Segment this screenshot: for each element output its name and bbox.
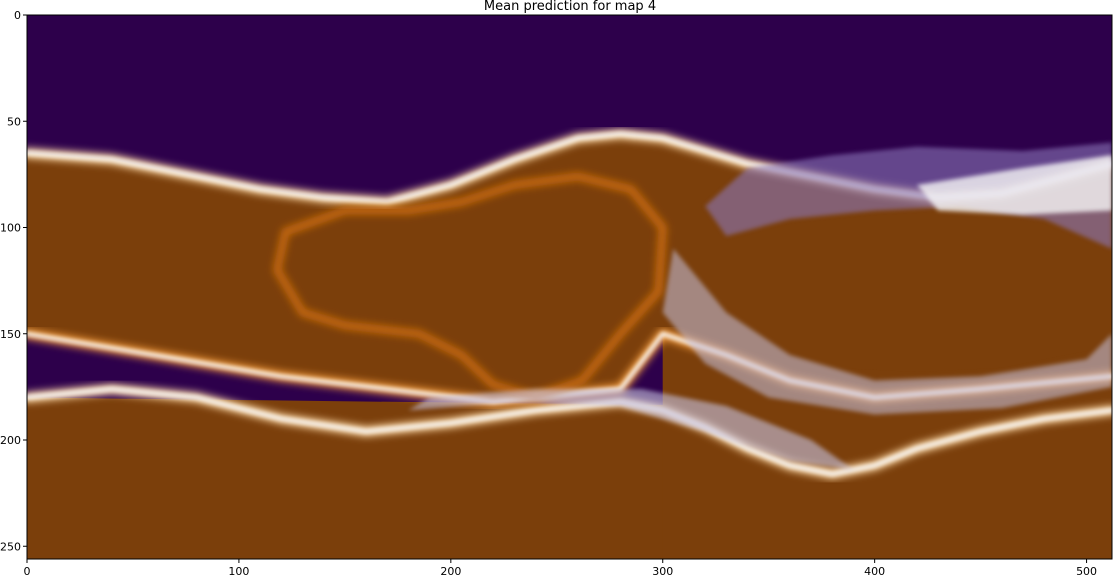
right-lavender-overlay (705, 142, 1112, 249)
right-white-overlay (917, 155, 1112, 215)
y-tick-label: 50 (7, 115, 21, 128)
y-tick-label: 100 (0, 222, 21, 235)
plot-area (27, 15, 1112, 559)
x-axis: 0 100 200 300 400 500 (24, 559, 1097, 576)
x-tick-label: 100 (228, 565, 249, 576)
right-band-overlay (662, 248, 1112, 415)
y-tick-label: 250 (0, 540, 21, 553)
x-tick-label: 400 (864, 565, 885, 576)
heatmap-regions (27, 129, 1112, 559)
x-tick-label: 0 (24, 565, 31, 576)
x-tick-label: 300 (652, 565, 673, 576)
x-tick-label: 500 (1076, 565, 1097, 576)
plot-frame (26, 14, 1113, 560)
blob-edge (273, 172, 667, 402)
lower-lavender-overlay (408, 389, 854, 470)
chart-title: Mean prediction for map 4 (484, 0, 656, 14)
y-tick-label: 150 (0, 328, 21, 341)
x-tick-label: 200 (440, 565, 461, 576)
y-axis: 0 50 100 150 200 250 (0, 9, 27, 553)
central-brown-blob (277, 176, 663, 398)
y-tick-label: 200 (0, 434, 21, 447)
y-tick-label: 0 (14, 9, 21, 22)
